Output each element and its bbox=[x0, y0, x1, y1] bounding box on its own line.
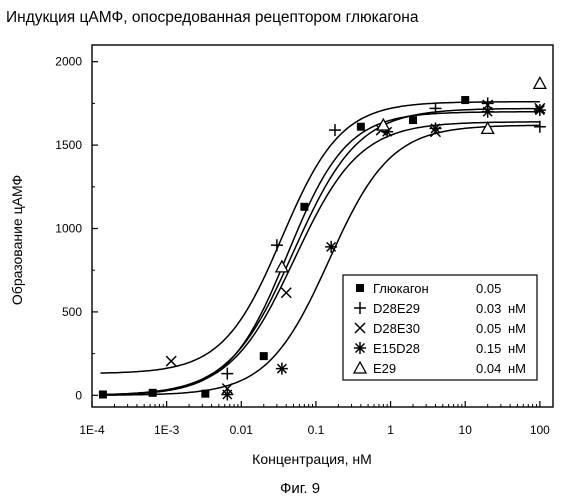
data-point bbox=[534, 104, 546, 116]
data-point bbox=[201, 390, 209, 398]
y-tick-label: 1000 bbox=[55, 222, 82, 236]
marker-shape bbox=[149, 389, 157, 397]
x-tick-label: 0.1 bbox=[308, 423, 325, 437]
legend-marker bbox=[354, 342, 366, 354]
x-axis-label: Концентрация, нМ bbox=[252, 451, 372, 467]
marker-shape bbox=[99, 390, 107, 398]
data-point bbox=[281, 288, 291, 298]
legend-ec50-value: 0.04 bbox=[476, 361, 501, 376]
legend-entry-label: Глюкагон bbox=[373, 281, 429, 296]
marker-shape bbox=[300, 203, 308, 211]
x-tick-label: 10 bbox=[459, 423, 473, 437]
marker-shape bbox=[482, 122, 494, 133]
data-point bbox=[221, 368, 233, 380]
data-point bbox=[329, 124, 341, 136]
data-point bbox=[482, 106, 494, 118]
data-point bbox=[99, 390, 107, 398]
data-point bbox=[260, 352, 268, 360]
data-point bbox=[149, 389, 157, 397]
legend-marker bbox=[356, 284, 364, 292]
marker-shape bbox=[356, 284, 364, 292]
data-point bbox=[325, 241, 337, 253]
legend-ec50-value: 0.03 bbox=[476, 301, 501, 316]
data-point bbox=[482, 122, 494, 133]
legend: Глюкагон 0.05 D28E29 0.03 нМ D28E30 0.05 нМ E15D… bbox=[343, 275, 537, 380]
data-point bbox=[300, 203, 308, 211]
data-point bbox=[461, 96, 469, 104]
legend-entry-label: D28E30 bbox=[373, 321, 420, 336]
y-tick-label: 0 bbox=[75, 388, 82, 402]
data-point bbox=[276, 363, 288, 375]
marker-shape bbox=[409, 116, 417, 124]
legend-unit: нМ bbox=[508, 341, 526, 356]
legend-unit: нМ bbox=[508, 321, 526, 336]
y-axis-label: Образование цАМФ bbox=[9, 175, 25, 305]
x-tick-label: 1E-4 bbox=[79, 423, 105, 437]
legend-unit: нМ bbox=[508, 301, 526, 316]
legend-ec50-value: 0.15 bbox=[476, 341, 501, 356]
x-tick-label: 1 bbox=[387, 423, 394, 437]
data-point bbox=[409, 116, 417, 124]
marker-shape bbox=[534, 77, 546, 88]
data-point bbox=[534, 77, 546, 88]
marker-shape bbox=[357, 123, 365, 131]
data-point bbox=[430, 122, 442, 134]
data-point bbox=[166, 356, 176, 366]
chart-title: Индукция цАМФ, опосредованная рецептором… bbox=[6, 9, 419, 26]
legend-entry-label: E15D28 bbox=[373, 341, 420, 356]
legend-ec50-value: 0.05 bbox=[476, 321, 501, 336]
y-tick-label: 1500 bbox=[55, 138, 82, 152]
x-tick-label: 0.01 bbox=[230, 423, 254, 437]
y-tick-label: 2000 bbox=[55, 55, 82, 69]
x-tick-label: 100 bbox=[530, 423, 550, 437]
y-tick-label: 500 bbox=[62, 305, 82, 319]
marker-shape bbox=[201, 390, 209, 398]
marker-shape bbox=[260, 352, 268, 360]
data-point bbox=[221, 388, 233, 400]
data-point bbox=[357, 123, 365, 131]
legend-entry-label: E29 bbox=[373, 361, 396, 376]
marker-shape bbox=[461, 96, 469, 104]
x-tick-label: 1E-3 bbox=[154, 423, 180, 437]
legend-ec50-value: 0.05 bbox=[476, 281, 501, 296]
legend-entry-label: D28E29 bbox=[373, 301, 420, 316]
figure-caption: Фиг. 9 bbox=[280, 480, 320, 497]
legend-unit: нМ bbox=[508, 361, 526, 376]
